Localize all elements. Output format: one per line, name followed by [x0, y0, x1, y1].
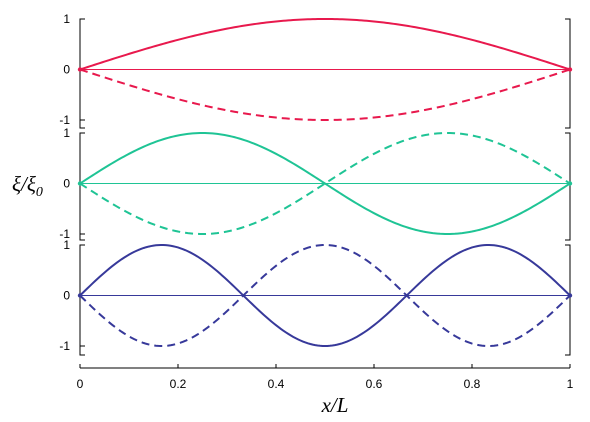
panel-mode-2: 1 0 -1: [59, 126, 573, 241]
y-tick-label: -1: [59, 339, 70, 353]
y-axis-title: ξ/ξ0: [12, 172, 43, 200]
y-axis-title-main: ξ/ξ: [12, 172, 36, 196]
x-tick-label: 0.2: [170, 377, 187, 391]
mode-1-dashed-line: [79, 68, 571, 122]
node-point: [77, 67, 83, 72]
x-tick-label: 0.4: [268, 377, 285, 391]
y-tick-label: -1: [59, 113, 70, 127]
x-tick-label: 0.6: [366, 377, 383, 391]
node-point: [77, 181, 83, 186]
mode-1-solid-line: [79, 17, 571, 71]
node-point: [567, 293, 573, 298]
y-tick-label: 0: [63, 177, 70, 191]
y-tick-label: 1: [63, 126, 70, 140]
y-tick-label: -1: [59, 227, 70, 241]
x-tick-label: 1: [567, 377, 574, 391]
node-point: [567, 181, 573, 186]
y-axis-title-subscript: 0: [36, 185, 43, 200]
panel-mode-1: 1 0 -1: [59, 12, 573, 129]
panel-right-bracket: [565, 18, 571, 129]
x-tick-label: 0: [77, 377, 84, 391]
mode-3-solid-line: [79, 244, 571, 348]
node-point: [77, 293, 83, 298]
panel-right-bracket: [565, 244, 571, 356]
panels: 10-110-110-1: [59, 12, 573, 356]
mode-3-dashed-line: [79, 243, 571, 347]
x-tick-label: 0.8: [464, 377, 481, 391]
mode-2-dashed-line: [79, 131, 571, 236]
panel-left-bracket: [79, 18, 85, 129]
y-tick-label: 0: [63, 63, 70, 77]
x-axis: 0 0.2 0.4 0.6 0.8 1: [77, 364, 574, 391]
y-tick-label: 1: [63, 238, 70, 252]
y-tick-label: 0: [63, 289, 70, 303]
x-axis-title: x/L: [321, 393, 349, 417]
panel-mode-3: 1 0 -1: [59, 238, 573, 356]
panel-right-bracket: [565, 132, 571, 241]
svg-text:ξ/ξ0: ξ/ξ0: [12, 172, 43, 200]
node-point: [567, 67, 573, 72]
y-tick-label: 1: [63, 12, 70, 26]
